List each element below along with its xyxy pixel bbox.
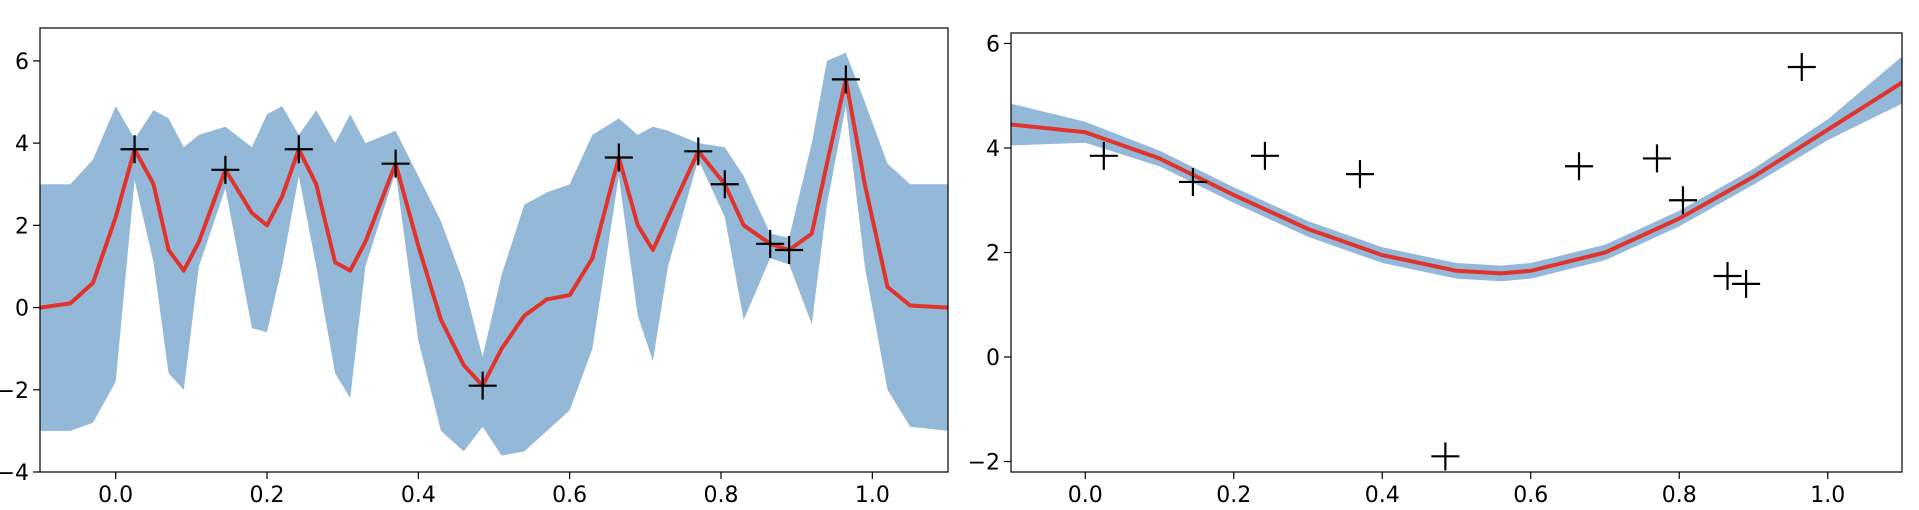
observation-marker xyxy=(1178,167,1207,196)
observation-marker xyxy=(775,236,804,264)
x-tick-label: 0.8 xyxy=(1662,483,1697,508)
observation-marker xyxy=(211,155,240,184)
y-tick-label: 0 xyxy=(986,346,1000,371)
observation-marker xyxy=(1732,269,1761,298)
observation-marker xyxy=(756,229,785,258)
confidence-band xyxy=(40,52,948,456)
confidence-band xyxy=(1011,56,1902,282)
observation-marker xyxy=(1565,152,1594,181)
right-plot: 0.0 0.2 0.4 0.6 0.8 1.0 −2 0 2 4 6 xyxy=(968,32,1903,508)
y-tick-label: 2 xyxy=(15,214,29,239)
x-tick-label: 0.4 xyxy=(401,483,436,508)
observation-marker xyxy=(710,170,739,199)
y-tick-label: 2 xyxy=(986,242,1000,267)
observation-marker xyxy=(1250,141,1279,170)
x-tick-label: 0.0 xyxy=(98,483,133,508)
y-tick-label: 4 xyxy=(986,137,1000,162)
observation-marker xyxy=(381,149,410,178)
observation-marker xyxy=(604,143,633,172)
observation-marker xyxy=(1431,442,1460,471)
axes-frame xyxy=(39,27,949,473)
observation-marker xyxy=(1089,141,1118,170)
x-tick-label: 0.4 xyxy=(1365,483,1400,508)
x-tick-label: 0.2 xyxy=(250,483,285,508)
observation-marker xyxy=(1345,160,1374,189)
observation-marker xyxy=(468,371,497,400)
observation-marker xyxy=(684,137,713,166)
y-tick-label: −2 xyxy=(968,451,1000,476)
observation-marker xyxy=(831,65,860,94)
y-tick-label: −4 xyxy=(0,461,29,486)
observation-marker xyxy=(1668,186,1697,215)
observation-marker xyxy=(284,135,313,164)
x-tick-label: 0.6 xyxy=(552,483,587,508)
x-tick-label: 0.2 xyxy=(1216,483,1251,508)
x-tick-label: 1.0 xyxy=(855,483,890,508)
x-tick-label: 0.8 xyxy=(704,483,739,508)
y-tick-label: 6 xyxy=(986,32,1000,57)
left-plot: 0.0 0.2 0.4 0.6 0.8 1.0 −4 −2 0 2 4 6 xyxy=(0,27,949,508)
x-tick-label: 1.0 xyxy=(1810,483,1845,508)
y-tick-label: 4 xyxy=(15,132,29,157)
axes-frame xyxy=(1010,32,1903,473)
observation-marker xyxy=(1642,144,1671,173)
y-tick-label: 6 xyxy=(15,50,29,75)
observation-marker xyxy=(1713,262,1742,291)
observation-marker xyxy=(1787,52,1816,81)
x-tick-label: 0.0 xyxy=(1068,483,1103,508)
x-tick-label: 0.6 xyxy=(1513,483,1548,508)
y-tick-label: 0 xyxy=(15,297,29,322)
observation-marker xyxy=(120,135,149,164)
y-tick-label: −2 xyxy=(0,379,29,404)
mean-line xyxy=(1011,80,1902,276)
